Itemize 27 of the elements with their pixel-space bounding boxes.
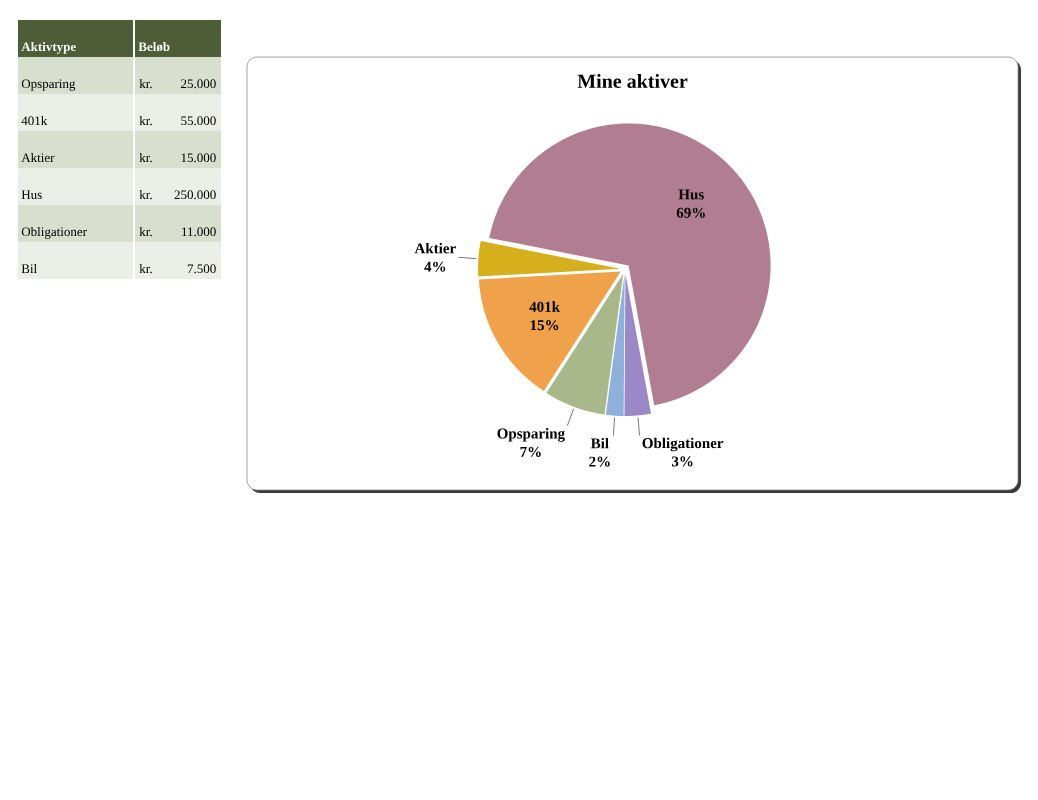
chart-title: Mine aktiver — [577, 73, 688, 89]
slice-label: Opsparing — [497, 428, 565, 442]
text: kr. 15.000 — [139, 152, 216, 163]
text: kr. 11.000 — [139, 226, 216, 237]
slice-label: 401k — [529, 301, 560, 312]
category-label: Opsparing — [21, 79, 76, 91]
text: Aktivtype — [21, 41, 76, 54]
data-label: 7% — [520, 446, 541, 457]
slice-label: Obligationer — [642, 437, 724, 452]
slice-label: Bil — [590, 437, 609, 449]
data-label: 15% — [530, 320, 559, 331]
data-label: 3% — [671, 456, 693, 467]
slice-label: Aktier — [414, 242, 456, 254]
data-label: 2% — [589, 456, 610, 467]
category-label: 401k — [21, 115, 48, 126]
text: kr. 7.500 — [139, 263, 216, 274]
text: Beløb — [138, 41, 170, 52]
category-label: Aktier — [21, 152, 55, 163]
category-label: Bil — [21, 263, 37, 274]
text: kr. 25.000 — [139, 78, 216, 89]
data-label: 4% — [424, 261, 446, 272]
text: kr. 250.000 — [139, 189, 216, 200]
text: kr. 55.000 — [139, 115, 216, 126]
category-label: Obligationer — [21, 226, 87, 239]
category-label: Hus — [21, 190, 42, 200]
data-label: 69% — [676, 207, 705, 218]
slice-label: Hus — [678, 189, 704, 200]
